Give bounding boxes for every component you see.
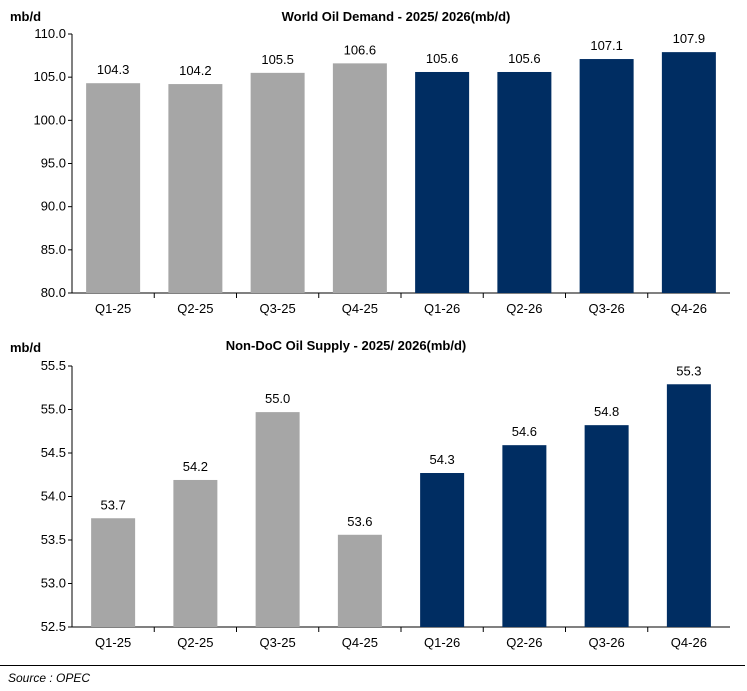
supply-ytick: 54.5 xyxy=(41,445,66,460)
demand-data-label: 105.5 xyxy=(261,52,294,67)
supply-data-label: 54.2 xyxy=(183,459,208,474)
supply-xtick: Q1-25 xyxy=(95,635,131,650)
supply-bar xyxy=(173,479,218,627)
supply-ytick: 55.0 xyxy=(41,402,66,417)
supply-bar xyxy=(255,412,300,627)
demand-bar xyxy=(661,52,716,293)
demand-xtick: Q3-25 xyxy=(260,301,296,316)
demand-xtick: Q4-25 xyxy=(342,301,378,316)
supply-data-label: 54.3 xyxy=(429,452,454,467)
supply-bar xyxy=(91,518,136,627)
demand-data-label: 106.6 xyxy=(344,42,377,57)
demand-ytick: 110.0 xyxy=(34,26,66,41)
supply-bar xyxy=(584,425,629,627)
demand-ytick: 80.0 xyxy=(41,285,66,300)
supply-data-label: 53.7 xyxy=(100,497,125,512)
supply-ytick: 53.5 xyxy=(41,532,66,547)
demand-bar xyxy=(497,71,552,293)
demand-data-label: 105.6 xyxy=(508,51,541,66)
supply-data-label: 54.8 xyxy=(594,404,619,419)
demand-ytick: 85.0 xyxy=(41,242,66,257)
supply-xtick: Q1-26 xyxy=(424,635,460,650)
demand-bar xyxy=(86,83,141,294)
source-note: Source : OPEC xyxy=(8,671,91,685)
demand-ytick: 90.0 xyxy=(41,199,66,214)
supply-bar xyxy=(420,473,465,627)
demand-xtick: Q2-25 xyxy=(177,301,213,316)
supply-ytick: 52.5 xyxy=(41,619,66,634)
supply-bar xyxy=(337,534,382,627)
demand-xtick: Q2-26 xyxy=(506,301,542,316)
supply-data-label: 53.6 xyxy=(347,514,372,529)
demand-bar xyxy=(415,71,470,293)
supply-data-label: 54.6 xyxy=(512,424,537,439)
world-oil-demand-chart: World Oil Demand - 2025/ 2026(mb/d) mb/d 8… xyxy=(10,9,730,316)
supply-bar xyxy=(666,384,711,627)
supply-bar xyxy=(502,445,547,627)
demand-title: World Oil Demand - 2025/ 2026(mb/d) xyxy=(282,9,511,24)
source-divider xyxy=(0,665,745,666)
supply-xtick: Q2-25 xyxy=(177,635,213,650)
supply-title: Non-DoC Oil Supply - 2025/ 2026(mb/d) xyxy=(226,338,467,353)
non-doc-oil-supply-chart: Non-DoC Oil Supply - 2025/ 2026(mb/d) mb/… xyxy=(10,338,730,650)
demand-bar xyxy=(168,84,223,293)
demand-xtick: Q4-26 xyxy=(671,301,707,316)
supply-ytick: 54.0 xyxy=(41,489,66,504)
supply-data-label: 55.0 xyxy=(265,391,290,406)
demand-xtick: Q3-26 xyxy=(589,301,625,316)
supply-ytick: 53.0 xyxy=(41,576,66,591)
demand-data-label: 104.2 xyxy=(179,63,212,78)
supply-xtick: Q4-26 xyxy=(671,635,707,650)
supply-xtick: Q3-25 xyxy=(260,635,296,650)
demand-bar xyxy=(250,72,305,293)
demand-ytick: 95.0 xyxy=(41,156,66,171)
demand-bar xyxy=(579,59,634,293)
demand-data-label: 104.3 xyxy=(97,62,130,77)
supply-xtick: Q3-26 xyxy=(589,635,625,650)
supply-xtick: Q4-25 xyxy=(342,635,378,650)
supply-unit-label: mb/d xyxy=(10,340,41,355)
supply-data-label: 55.3 xyxy=(676,363,701,378)
demand-data-label: 105.6 xyxy=(426,51,459,66)
demand-data-label: 107.9 xyxy=(673,31,706,46)
demand-data-label: 107.1 xyxy=(590,38,623,53)
demand-ytick: 105.0 xyxy=(33,69,66,84)
demand-bar xyxy=(332,63,387,293)
supply-xtick: Q2-26 xyxy=(506,635,542,650)
demand-unit-label: mb/d xyxy=(10,9,41,24)
demand-xtick: Q1-26 xyxy=(424,301,460,316)
demand-ytick: 100.0 xyxy=(33,112,66,127)
demand-xtick: Q1-25 xyxy=(95,301,131,316)
supply-ytick: 55.5 xyxy=(41,358,66,373)
